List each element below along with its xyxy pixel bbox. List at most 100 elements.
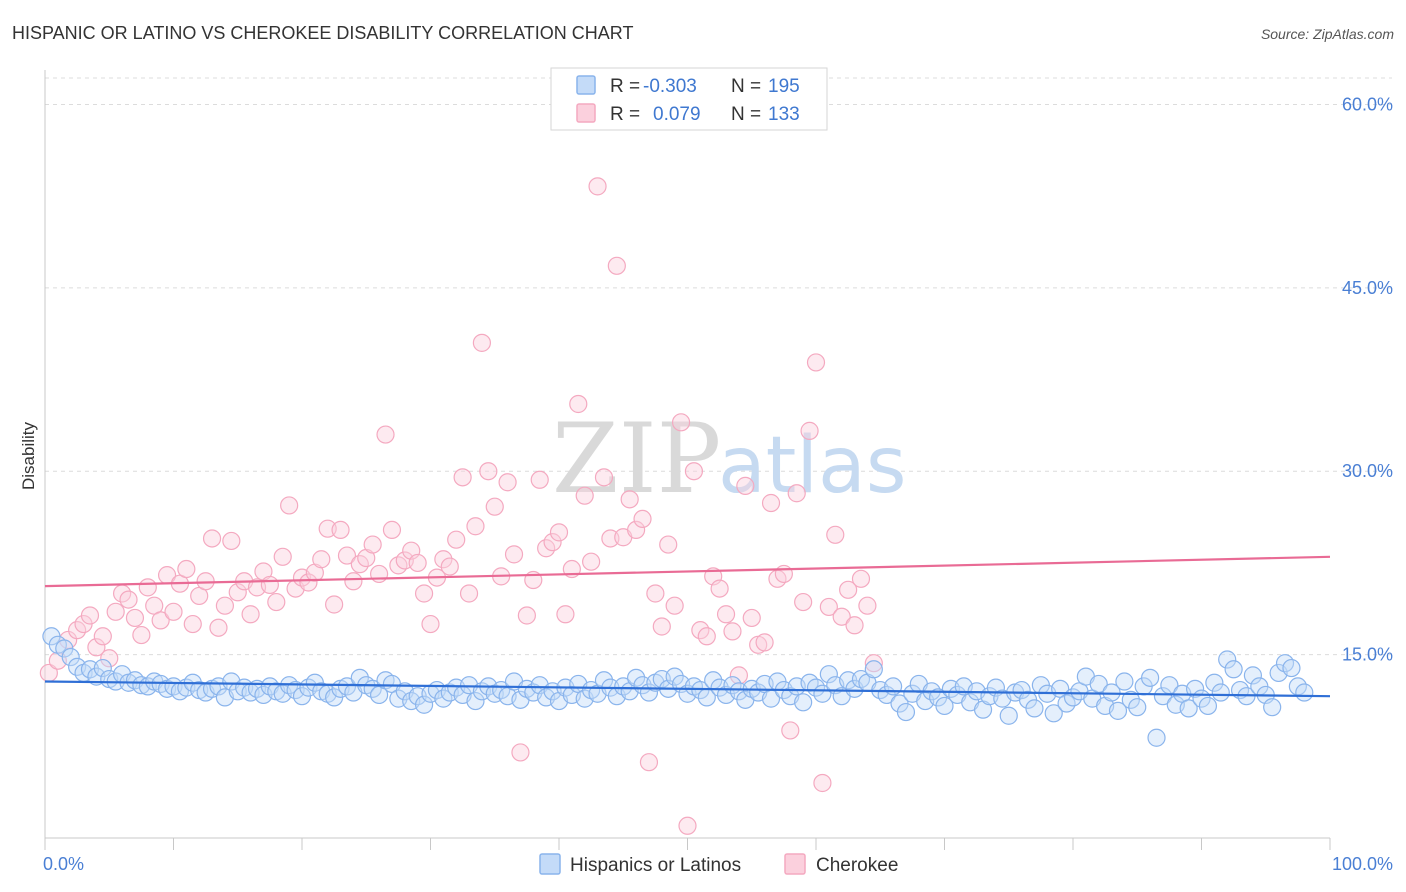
bottom-legend: Hispanics or Latinos Cherokee [539,853,898,876]
cherokee-point [267,592,286,612]
legend-label-cherokee: Cherokee [816,855,898,876]
cherokee-point [845,616,864,635]
cherokee-point [183,614,202,634]
hispanic-point [1115,672,1134,691]
hispanic-point [1121,690,1140,709]
hispanic-point [61,647,80,667]
cherokee-point [556,605,575,624]
cherokee-point [697,627,716,646]
cherokee-point [781,721,800,740]
stats-n-label-2: N = [731,104,761,125]
hispanic-point [1211,683,1230,702]
cherokee-point [125,608,145,628]
cherokee-point [177,559,196,579]
cherokee-point [498,473,517,492]
cherokee-point [806,353,826,372]
hispanic-point [350,668,369,687]
cherokee-point [626,520,646,540]
cherokee-point [222,531,241,551]
cherokee-point [80,606,100,625]
cherokee-point [421,614,440,634]
cherokee-point [755,633,774,652]
cherokee-point [646,584,665,603]
cherokee-point [761,493,781,513]
cherokee-point [119,590,138,609]
cherokee-point [376,425,395,444]
cherokee-point [209,618,228,637]
cherokee-point [588,177,607,196]
cherokee-point [659,535,678,554]
hispanic-point [1282,658,1301,678]
cherokee-point [440,557,459,576]
x-tick-min: 0.0% [43,854,84,874]
cherokee-point [864,654,883,673]
cherokee-point [652,617,671,636]
hispanic-point [1185,679,1205,698]
cherokee-point [132,625,151,645]
hispanic-point [626,668,646,687]
y-tick-label: 15.0% [1342,645,1393,665]
hispanic-point [1025,699,1044,718]
x-tick-max: 100.0% [1332,854,1393,874]
cherokee-points [39,177,883,835]
cherokee-point [858,596,877,615]
hispanic-point [1044,704,1063,723]
hispanic-point [819,665,838,684]
y-axis-label: Disability [19,421,38,490]
hispanic-point [93,658,112,678]
cherokee-point [684,462,704,481]
cherokee-point [633,509,652,529]
cherokee-point [260,575,279,595]
stats-r-value-1: -0.303 [643,76,697,97]
cherokee-point [93,627,112,646]
stats-n-value-2: 133 [768,104,800,125]
stats-legend-box [550,67,828,131]
cherokee-point [813,773,832,793]
cherokee-point [832,607,851,626]
hispanic-point [935,696,954,716]
cherokee-point [466,517,485,536]
cherokee-point [138,578,157,597]
watermark-zip: ZIP [552,403,721,515]
hispanic-point [414,695,434,714]
hispanic-point [1140,668,1160,687]
stats-swatch-cherokee [576,103,596,123]
cherokee-point [312,550,331,569]
cherokee-trend-line [44,555,1331,588]
cherokee-point [447,530,466,549]
cherokee-point [164,602,183,621]
cherokee-point [742,608,761,628]
cherokee-point [504,545,524,564]
cherokee-point [723,622,742,641]
stats-r-label-1: R = [610,76,640,97]
hispanic-point [794,693,813,712]
cherokee-point [485,497,504,516]
cherokee-point [87,638,106,657]
y-tick-label: 30.0% [1342,461,1393,481]
hispanic-point [1243,666,1263,685]
cherokee-point [106,602,125,621]
cherokee-point [678,816,697,835]
cherokee-point [370,564,389,584]
cherokee-point [382,520,402,540]
chart-source: Source: ZipAtlas.com [1261,26,1394,42]
cherokee-point [575,486,594,505]
hispanic-point [80,660,100,679]
cherokee-point [639,753,659,772]
cherokee-point [710,579,729,598]
gridlines [45,77,1392,656]
cherokee-point [607,256,626,275]
cherokee-point [414,584,434,603]
cherokee-point [594,468,614,487]
hispanic-point [1179,699,1198,718]
stats-legend: R = -0.303 N = 195 R = 0.079 N = 133 [550,67,828,131]
legend-swatch-hispanic [539,853,561,875]
cherokee-point [543,533,562,552]
hispanic-point [466,691,485,711]
cherokee-point [228,583,247,602]
hispanic-point [999,706,1018,725]
hispanic-point [1205,673,1224,692]
cherokee-point [202,529,222,548]
cherokee-point [517,606,536,625]
